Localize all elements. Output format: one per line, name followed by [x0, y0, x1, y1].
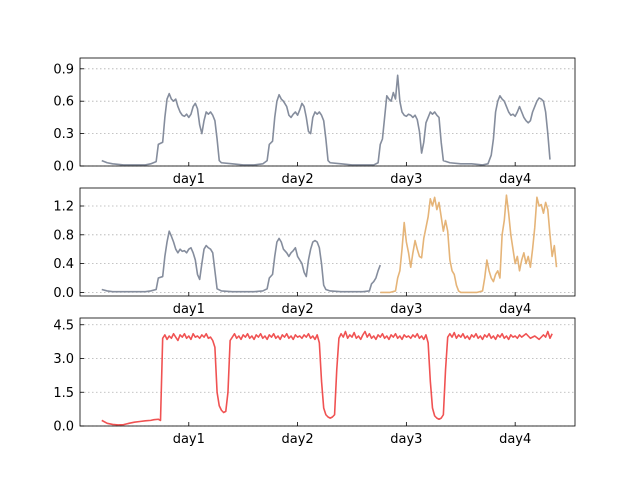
panel-2-frame — [79, 187, 576, 297]
panel-3: 0.0 1.5 3.0 4.5 day1 day2 day3 day4 — [53, 317, 576, 447]
panel-3-ytick-label-4: 4.5 — [53, 318, 74, 333]
panel-3-xtick-label-2: day2 — [281, 432, 313, 447]
panel-2: 0.0 0.4 0.8 1.2 day1 day2 day3 day4 — [53, 187, 576, 317]
panel-1-series-1-line — [101, 74, 551, 166]
panel-2-ytick-label-4: 1.2 — [53, 200, 74, 215]
panel-2-xtick-label-3: day3 — [390, 302, 422, 317]
panel-2-xtick-label-2: day2 — [281, 302, 313, 317]
panel-1-xtick-label-3: day3 — [390, 172, 422, 187]
panel-1-xtick-label-1: day1 — [173, 172, 205, 187]
panel-1-ytick-label-2: 0.3 — [53, 127, 74, 142]
panel-1: 0.0 0.3 0.6 0.9 day1 day2 day3 day4 — [53, 57, 576, 187]
panel-2-series-2-line — [380, 194, 558, 294]
panel-3-ytick-label-3: 3.0 — [53, 352, 74, 367]
panel-1-ytick-label-4: 0.9 — [53, 62, 74, 77]
panel-2-xtick-label-4: day4 — [499, 302, 531, 317]
panel-1-xtick-label-2: day2 — [281, 172, 313, 187]
panel-1-frame — [79, 57, 576, 167]
panel-3-xtick-label-3: day3 — [390, 432, 422, 447]
panel-2-series-1-line — [101, 230, 382, 293]
panel-3-series-1-line — [101, 330, 553, 426]
panel-3-xtick-label-4: day4 — [499, 432, 531, 447]
panel-1-xtick-label-4: day4 — [499, 172, 531, 187]
panel-1-ytick-label-1: 0.0 — [53, 160, 74, 175]
panel-3-ytick-label-2: 1.5 — [53, 386, 74, 401]
panel-2-ytick-label-1: 0.0 — [53, 286, 74, 301]
panel-2-ytick-label-3: 0.8 — [53, 228, 74, 243]
panel-2-xtick-label-1: day1 — [173, 302, 205, 317]
panel-2-ytick-label-2: 0.4 — [53, 257, 74, 272]
panel-3-frame — [79, 317, 576, 427]
panel-3-xtick-label-1: day1 — [173, 432, 205, 447]
panel-1-ytick-label-3: 0.6 — [53, 95, 74, 110]
panel-3-ytick-label-1: 0.0 — [53, 420, 74, 435]
